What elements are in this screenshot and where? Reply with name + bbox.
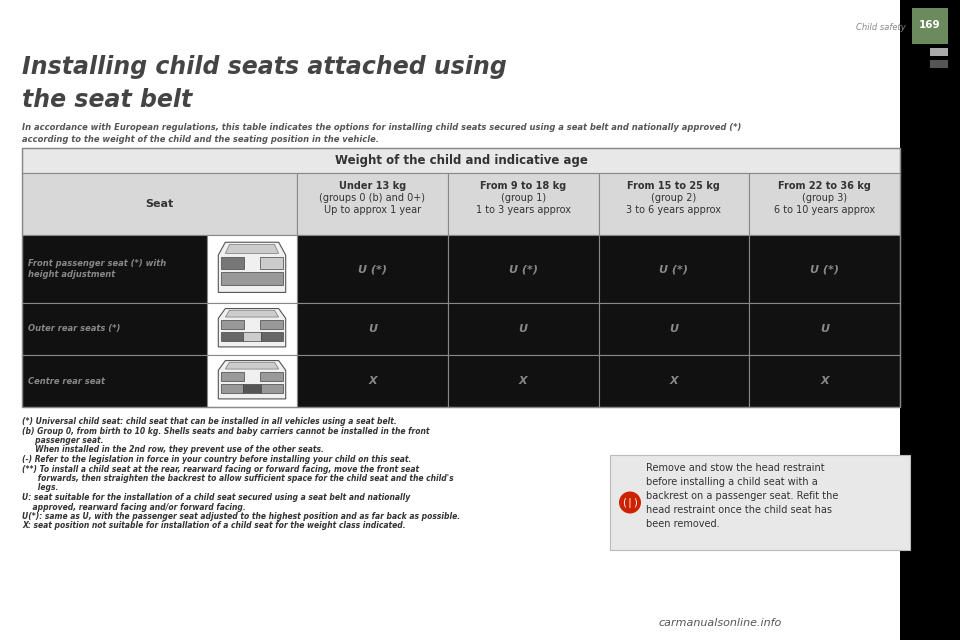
Bar xyxy=(22,148,900,407)
Polygon shape xyxy=(226,310,278,317)
Text: U: U xyxy=(518,324,528,334)
Text: (group 3): (group 3) xyxy=(802,193,847,203)
Text: forwards, then straighten the backrest to allow sufficient space for the child s: forwards, then straighten the backrest t… xyxy=(22,474,454,483)
Text: passenger seat.: passenger seat. xyxy=(22,436,104,445)
Bar xyxy=(261,332,283,341)
Text: (*) Universal child seat: child seat that can be installed in all vehicles using: (*) Universal child seat: child seat tha… xyxy=(22,417,396,426)
Bar xyxy=(598,173,749,235)
Text: 1 to 3 years approx: 1 to 3 years approx xyxy=(475,205,570,215)
Text: X: X xyxy=(518,376,527,386)
Bar xyxy=(598,235,749,303)
Text: Outer rear seats (*): Outer rear seats (*) xyxy=(28,324,120,333)
Text: carmanualsonline.info: carmanualsonline.info xyxy=(659,618,781,628)
Text: U (*): U (*) xyxy=(509,264,538,274)
Bar xyxy=(447,173,598,235)
Text: X: X xyxy=(820,376,828,386)
Text: 3 to 6 years approx: 3 to 6 years approx xyxy=(626,205,721,215)
Text: Under 13 kg: Under 13 kg xyxy=(339,181,406,191)
Text: legs.: legs. xyxy=(22,483,59,493)
Text: (❘): (❘) xyxy=(622,497,637,508)
Polygon shape xyxy=(218,360,286,399)
Text: U: seat suitable for the installation of a child seat secured using a seat belt : U: seat suitable for the installation of… xyxy=(22,493,410,502)
Bar xyxy=(297,235,447,303)
Bar xyxy=(749,355,900,407)
Text: In accordance with European regulations, this table indicates the options for in: In accordance with European regulations,… xyxy=(22,123,741,145)
Text: (group 1): (group 1) xyxy=(500,193,545,203)
Text: (-) Refer to the legislation in force in your country before installing your chi: (-) Refer to the legislation in force in… xyxy=(22,455,412,464)
Text: U (*): U (*) xyxy=(660,264,688,274)
Text: When installed in the 2nd row, they prevent use of the other seats.: When installed in the 2nd row, they prev… xyxy=(22,445,324,454)
Text: X: X xyxy=(669,376,678,386)
Text: X: X xyxy=(368,376,376,386)
Bar xyxy=(930,48,948,56)
Bar xyxy=(749,173,900,235)
Bar xyxy=(22,173,297,235)
Bar xyxy=(260,372,283,381)
Text: 6 to 10 years approx: 6 to 10 years approx xyxy=(774,205,876,215)
Bar xyxy=(221,257,244,269)
Polygon shape xyxy=(218,308,286,347)
Text: U (*): U (*) xyxy=(358,264,387,274)
Text: X: seat position not suitable for installation of a child seat for the weight cl: X: seat position not suitable for instal… xyxy=(22,522,406,531)
Text: Remove and stow the head restraint
before installing a child seat with a
backres: Remove and stow the head restraint befor… xyxy=(646,463,838,529)
Text: U: U xyxy=(669,324,679,334)
Bar xyxy=(930,60,948,68)
Bar xyxy=(243,383,261,393)
Bar xyxy=(260,257,283,269)
Bar xyxy=(207,355,297,407)
Text: Seat: Seat xyxy=(145,199,174,209)
Bar xyxy=(749,235,900,303)
Bar xyxy=(22,355,207,407)
Text: the seat belt: the seat belt xyxy=(22,88,192,112)
Circle shape xyxy=(619,492,641,513)
Text: U (*): U (*) xyxy=(810,264,839,274)
Text: From 9 to 18 kg: From 9 to 18 kg xyxy=(480,181,566,191)
Text: Weight of the child and indicative age: Weight of the child and indicative age xyxy=(335,154,588,167)
Bar xyxy=(221,332,243,341)
Text: Front passenger seat (*) with
height adjustment: Front passenger seat (*) with height adj… xyxy=(28,259,166,280)
Text: U: U xyxy=(820,324,829,334)
Bar xyxy=(260,319,283,329)
Text: approved, rearward facing and/or forward facing.: approved, rearward facing and/or forward… xyxy=(22,502,246,511)
Text: From 22 to 36 kg: From 22 to 36 kg xyxy=(779,181,871,191)
Text: 169: 169 xyxy=(919,20,941,30)
Bar xyxy=(22,148,900,173)
Bar xyxy=(221,383,243,393)
Text: (**) To install a child seat at the rear, rearward facing or forward facing, mov: (**) To install a child seat at the rear… xyxy=(22,465,420,474)
Bar xyxy=(447,303,598,355)
Bar xyxy=(297,303,447,355)
Bar xyxy=(297,355,447,407)
Bar xyxy=(207,303,297,355)
Polygon shape xyxy=(226,244,278,253)
Bar xyxy=(447,355,598,407)
Bar xyxy=(243,332,261,341)
Bar xyxy=(221,273,283,285)
Bar xyxy=(22,235,207,303)
Text: Child safety: Child safety xyxy=(856,24,906,33)
Bar xyxy=(912,8,948,44)
Bar xyxy=(221,372,244,381)
Bar xyxy=(598,303,749,355)
Bar xyxy=(610,455,910,550)
Bar xyxy=(598,355,749,407)
Text: Centre rear seat: Centre rear seat xyxy=(28,376,105,385)
Text: (group 2): (group 2) xyxy=(651,193,697,203)
Bar xyxy=(221,319,244,329)
Polygon shape xyxy=(218,242,286,292)
Bar xyxy=(207,235,297,303)
Text: Up to approx 1 year: Up to approx 1 year xyxy=(324,205,420,215)
Bar xyxy=(22,303,207,355)
Polygon shape xyxy=(226,362,278,369)
Text: (b) Group 0, from birth to 10 kg. Shells seats and baby carriers cannot be insta: (b) Group 0, from birth to 10 kg. Shells… xyxy=(22,426,429,435)
Bar xyxy=(447,235,598,303)
Bar xyxy=(749,303,900,355)
Bar xyxy=(261,383,283,393)
Text: U: U xyxy=(368,324,377,334)
Bar xyxy=(297,173,447,235)
Text: Installing child seats attached using: Installing child seats attached using xyxy=(22,55,507,79)
Text: U(*): same as U, with the passenger seat adjusted to the highest position and as: U(*): same as U, with the passenger seat… xyxy=(22,512,460,521)
Text: From 15 to 25 kg: From 15 to 25 kg xyxy=(628,181,720,191)
Text: (groups 0 (b) and 0+): (groups 0 (b) and 0+) xyxy=(320,193,425,203)
